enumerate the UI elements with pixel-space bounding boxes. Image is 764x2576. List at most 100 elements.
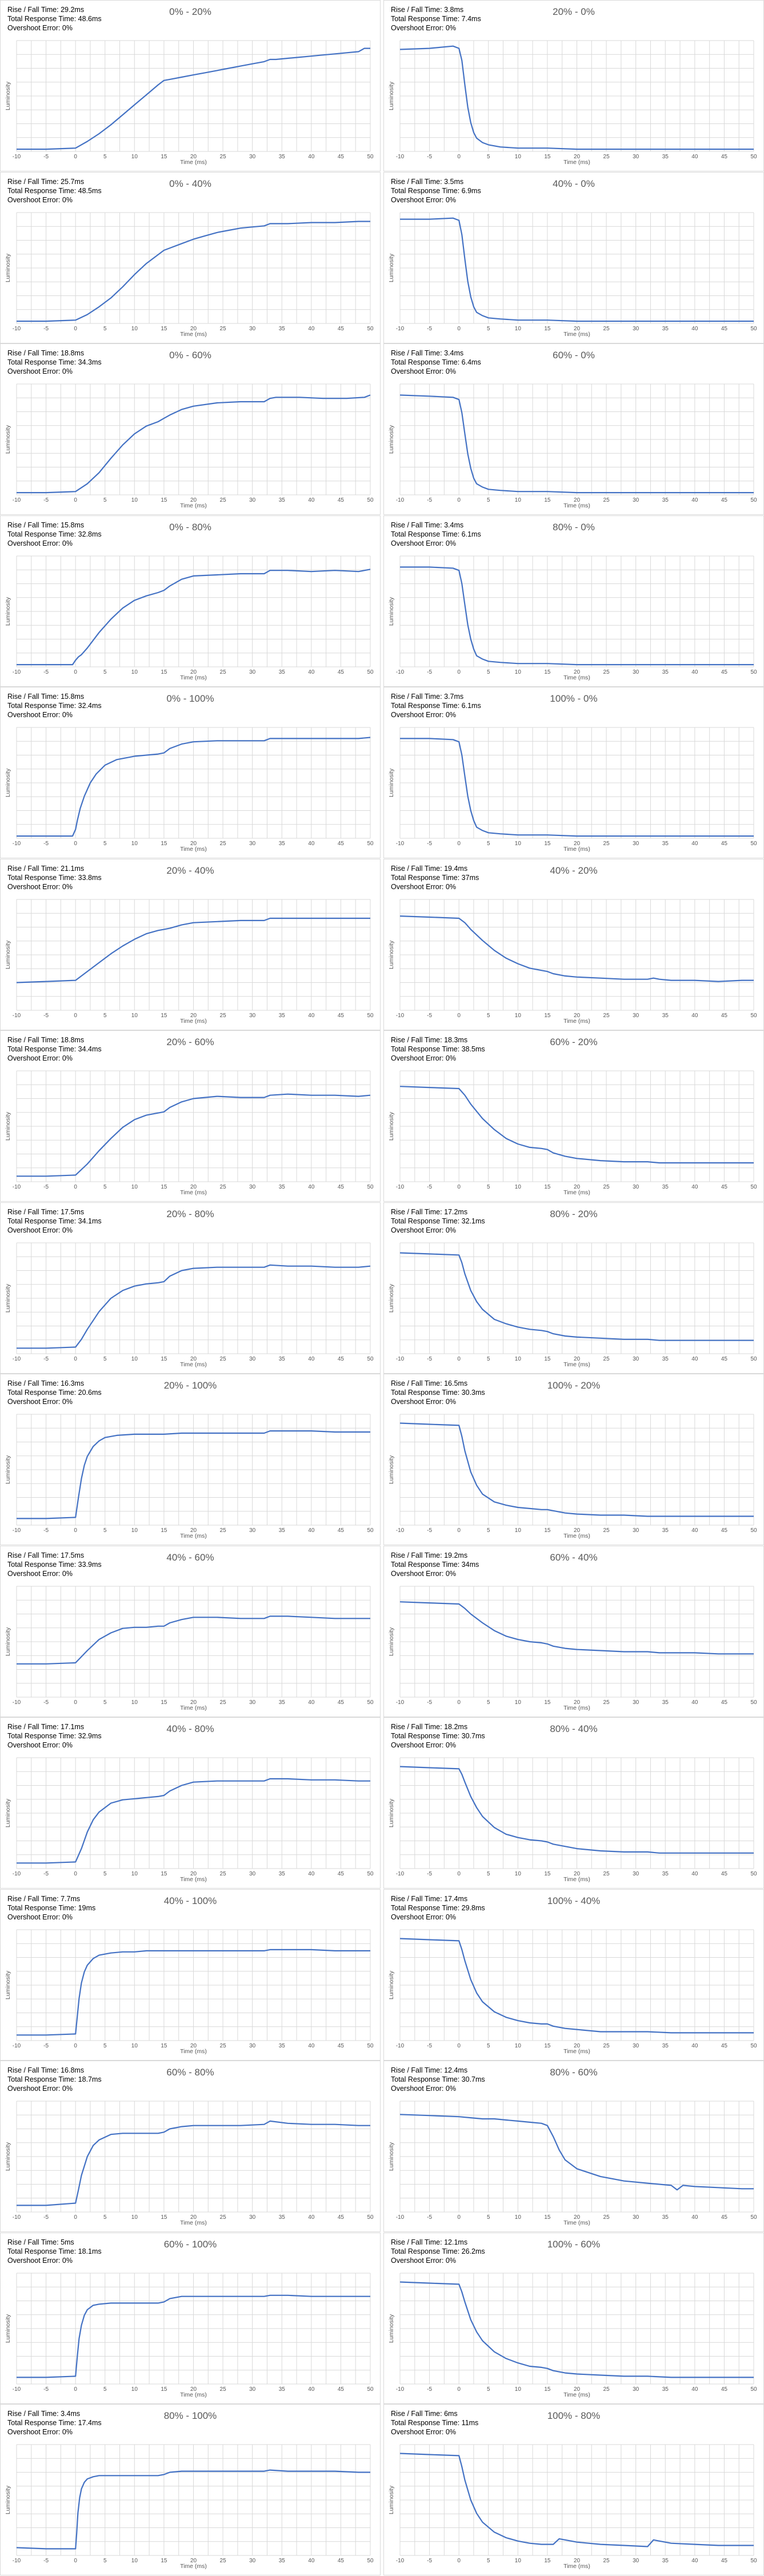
total-response-time: Total Response Time: 37ms xyxy=(391,874,479,882)
x-tick-label: 50 xyxy=(750,1184,757,1190)
y-axis-label: Luminosity xyxy=(5,597,11,626)
x-tick-label: 0 xyxy=(74,2558,77,2564)
overshoot-error: Overshoot Error: 0% xyxy=(7,1570,73,1578)
chart-title: 20% - 40% xyxy=(166,865,214,876)
x-tick-label: -10 xyxy=(396,326,405,332)
x-tick-label: 20 xyxy=(574,2558,581,2564)
line-chart: -10 -5 0 5 10 15 20 25 30 35 40 45 50 Time (ms) Lumino… xyxy=(388,40,757,166)
x-tick-label: 15 xyxy=(161,669,167,675)
x-tick-label: 30 xyxy=(633,2558,639,2564)
x-tick-label: 45 xyxy=(721,2558,728,2564)
rise-fall-time: Rise / Fall Time: 18.8ms xyxy=(7,349,85,357)
x-tick-label: 25 xyxy=(220,1184,227,1190)
luminosity-series-line xyxy=(17,1615,370,1665)
y-axis-label: Luminosity xyxy=(388,1111,395,1141)
x-axis-label: Time (ms) xyxy=(180,2563,207,2570)
line-chart: -10 -5 0 5 10 15 20 25 30 35 40 45 50 Time (ms) Lumino… xyxy=(388,1757,757,1883)
chart-panel: -10 -5 0 5 10 15 20 25 30 35 40 45 50 Time (ms) Lumino… xyxy=(383,859,764,1030)
x-tick-label: -10 xyxy=(396,1356,405,1362)
x-tick-label: 0 xyxy=(457,1013,461,1019)
x-tick-label: 0 xyxy=(457,1184,461,1190)
total-response-time: Total Response Time: 32.1ms xyxy=(391,1217,485,1225)
chart-title: 40% - 20% xyxy=(550,865,598,876)
luminosity-series-line xyxy=(399,1086,754,1164)
x-tick-label: 20 xyxy=(190,2558,197,2564)
response-stats: Rise / Fall Time: 16.5ms Total Response T… xyxy=(391,1379,485,1406)
x-tick-label: 35 xyxy=(662,1013,669,1019)
overshoot-error: Overshoot Error: 0% xyxy=(391,539,456,547)
x-tick-label: 15 xyxy=(544,1356,551,1362)
x-axis-label: Time (ms) xyxy=(180,846,207,853)
chart-title: 0% - 40% xyxy=(169,178,211,189)
x-tick-label: -5 xyxy=(43,2558,49,2564)
overshoot-error: Overshoot Error: 0% xyxy=(391,2257,456,2265)
x-tick-label: 45 xyxy=(338,1356,345,1362)
chart-panel: -10 -5 0 5 10 15 20 25 30 35 40 45 50 Time (ms) Lumino… xyxy=(383,343,764,515)
x-tick-label: 25 xyxy=(220,1013,227,1019)
chart-panel: -10 -5 0 5 10 15 20 25 30 35 40 45 50 Time (ms) Lumino… xyxy=(383,172,764,343)
overshoot-error: Overshoot Error: 0% xyxy=(7,367,73,375)
x-tick-label: 30 xyxy=(249,1699,256,1706)
y-axis-label: Luminosity xyxy=(388,253,395,282)
overshoot-error: Overshoot Error: 0% xyxy=(391,1226,456,1234)
x-tick-label: 40 xyxy=(308,2043,315,2049)
x-tick-label: 15 xyxy=(161,1527,167,1534)
chart-title: 20% - 0% xyxy=(553,6,595,17)
x-tick-label: 0 xyxy=(74,1699,77,1706)
line-chart: -10 -5 0 5 10 15 20 25 30 35 40 45 50 Time (ms) Lumino… xyxy=(388,1586,757,1711)
x-tick-label: 40 xyxy=(691,841,698,847)
x-tick-label: 50 xyxy=(750,1699,757,1706)
x-tick-label: 20 xyxy=(190,1356,197,1362)
luminosity-series-line xyxy=(17,2294,370,2378)
chart-panel: -10 -5 0 5 10 15 20 25 30 35 40 45 50 Time (ms) Lumino… xyxy=(383,1030,764,1202)
x-tick-label: 50 xyxy=(367,841,374,847)
x-tick-label: -5 xyxy=(43,669,49,675)
response-stats: Rise / Fall Time: 19.4ms Total Response T… xyxy=(391,864,479,891)
x-tick-label: 0 xyxy=(457,154,461,160)
y-axis-label: Luminosity xyxy=(388,2485,395,2514)
luminosity-series-line xyxy=(400,738,754,837)
response-stats: Rise / Fall Time: 5ms Total Response Time… xyxy=(7,2238,102,2265)
x-tick-label: 20 xyxy=(190,1184,197,1190)
response-stats: Rise / Fall Time: 3.4ms Total Response Ti… xyxy=(391,349,481,376)
x-tick-label: 20 xyxy=(190,841,197,847)
y-axis-label: Luminosity xyxy=(388,2314,395,2343)
x-tick-label: 30 xyxy=(633,2386,639,2393)
luminosity-series-line xyxy=(399,1422,754,1517)
y-axis-label: Luminosity xyxy=(5,81,11,110)
x-axis-label: Time (ms) xyxy=(180,1189,207,1196)
x-tick-label: 40 xyxy=(308,2214,315,2221)
x-tick-label: -5 xyxy=(427,2386,432,2393)
y-axis-label: Luminosity xyxy=(5,2314,11,2343)
x-tick-label: 10 xyxy=(515,154,522,160)
x-tick-label: 20 xyxy=(574,2214,581,2221)
x-tick-label: 50 xyxy=(750,669,757,675)
x-tick-label: 5 xyxy=(103,154,107,160)
y-axis-label: Luminosity xyxy=(388,1283,395,1313)
luminosity-series-line xyxy=(399,1938,754,2034)
x-axis-label: Time (ms) xyxy=(563,1705,590,1711)
x-tick-label: 45 xyxy=(338,1699,345,1706)
line-chart: -10 -5 0 5 10 15 20 25 30 35 40 45 50 Time (ms) Lumino… xyxy=(5,383,374,509)
luminosity-series-line xyxy=(17,1093,371,1177)
x-tick-label: -10 xyxy=(13,1013,21,1019)
x-tick-label: 15 xyxy=(161,2386,167,2393)
response-stats: Rise / Fall Time: 25.7ms Total Response T… xyxy=(7,177,102,205)
x-tick-label: 15 xyxy=(161,1871,167,1877)
x-tick-label: 30 xyxy=(249,2558,256,2564)
chart-title: 80% - 20% xyxy=(550,1209,598,1219)
x-tick-label: 45 xyxy=(338,669,345,675)
x-tick-label: 35 xyxy=(279,1356,286,1362)
x-tick-label: 0 xyxy=(457,669,461,675)
x-tick-label: 15 xyxy=(161,1013,167,1019)
x-tick-label: -10 xyxy=(13,2386,21,2393)
luminosity-series-line xyxy=(16,917,370,983)
response-stats: Rise / Fall Time: 17.1ms Total Response T… xyxy=(7,1722,102,1750)
rise-fall-time: Rise / Fall Time: 7.7ms xyxy=(7,1895,81,1903)
x-tick-label: 25 xyxy=(220,497,227,503)
x-tick-label: 30 xyxy=(249,841,256,847)
response-stats: Rise / Fall Time: 3.4ms Total Response Ti… xyxy=(7,2409,102,2437)
x-tick-label: -10 xyxy=(13,1871,21,1877)
total-response-time: Total Response Time: 34ms xyxy=(391,1561,479,1569)
chart-title: 40% - 100% xyxy=(163,1895,217,1906)
